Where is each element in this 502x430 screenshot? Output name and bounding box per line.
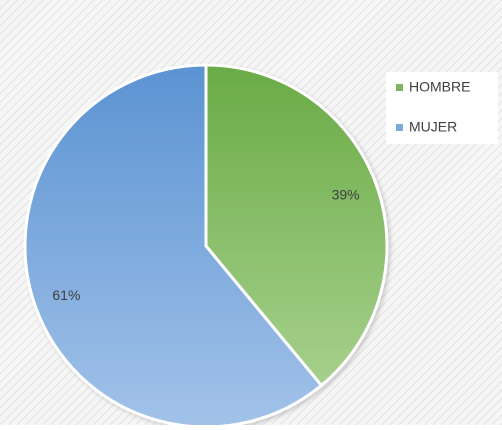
data-labels-group: 39% 61% <box>52 186 359 303</box>
legend-swatch-mujer <box>396 124 403 131</box>
legend-label-mujer: MUJER <box>409 119 457 135</box>
data-label-mujer: 61% <box>52 287 80 303</box>
legend: HOMBRE MUJER <box>386 72 498 144</box>
legend-background <box>386 72 498 144</box>
data-label-hombre: 39% <box>332 186 360 202</box>
pie-slice-hombre <box>204 63 389 388</box>
legend-swatch-hombre <box>396 84 403 91</box>
legend-label-hombre: HOMBRE <box>409 79 470 95</box>
slices-group <box>23 63 389 429</box>
